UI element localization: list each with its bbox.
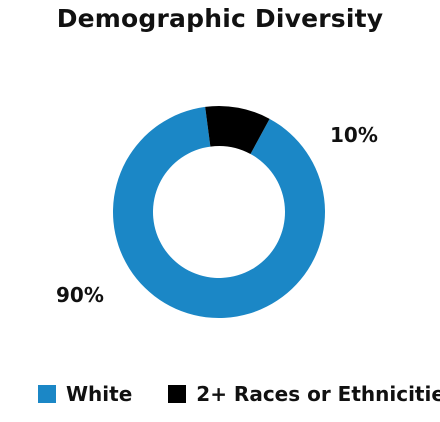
legend-swatch-two-or-more (168, 385, 187, 403)
legend-label-white: White (66, 382, 133, 406)
legend-item-two-or-more: 2+ Races or Ethnicities (168, 382, 440, 406)
slice-label-two-or-more: 10% (330, 123, 378, 147)
slice-label-white: 90% (56, 283, 104, 307)
legend: White 2+ Races or Ethnicities (38, 382, 440, 406)
slice-two-or-more (205, 106, 270, 154)
chart-title: Demographic Diversity (56, 4, 384, 33)
legend-label-two-or-more: 2+ Races or Ethnicities (196, 382, 440, 406)
slice-white (113, 106, 326, 318)
legend-item-white: White (38, 382, 132, 406)
slices-group (113, 106, 326, 318)
legend-swatch-white (38, 385, 56, 403)
